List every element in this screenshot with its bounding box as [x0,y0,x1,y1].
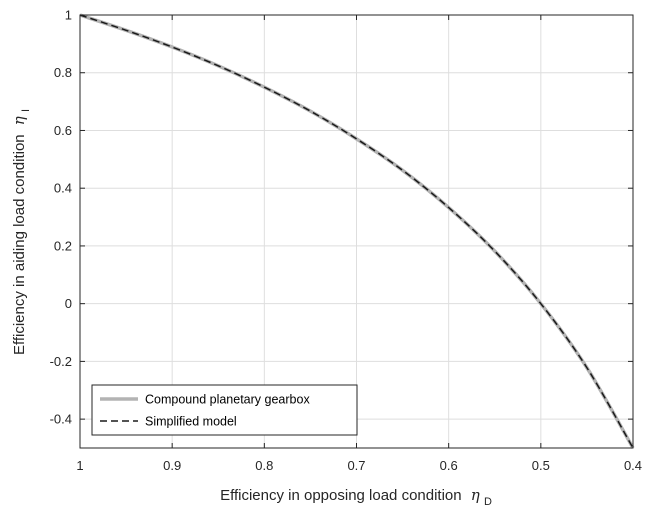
y-axis-label-symbol: η [10,116,28,125]
legend-label-compound-planetary-gearbox: Compound planetary gearbox [145,393,310,407]
y-tick-label: 0.6 [54,123,72,138]
y-tick-label: -0.4 [50,412,72,427]
x-tick-label: 0.5 [532,458,550,473]
y-tick-label: 0.8 [54,65,72,80]
x-axis-label: Efficiency in opposing load condition η … [220,486,492,508]
x-axis-label-subscript: D [484,496,492,508]
y-tick-label: -0.2 [50,354,72,369]
y-tick-label: 0.2 [54,238,72,253]
y-axis-label-subscript: I [20,109,32,112]
y-axis-label-text: Efficiency in aiding load condition [11,134,28,355]
y-tick-label: 0 [65,296,72,311]
x-tick-label: 0.9 [163,458,181,473]
legend-label-simplified-model: Simplified model [145,415,237,429]
axis-ticks: 1 0.9 0.8 0.7 0.6 0.5 0.4 -0.4 -0.2 0 0.2 0.4 0.6 0.8… [50,8,642,474]
y-axis-label: Efficiency in aiding load condition η I [10,109,32,355]
y-tick-label: 1 [65,8,72,23]
x-tick-label: 1 [76,458,83,473]
x-axis-label-symbol: η [471,486,480,504]
x-tick-label: 0.4 [624,458,642,473]
series-line-simplified-model [79,14,634,449]
legend: Compound planetary gearbox Simplified mo… [91,384,358,436]
x-axis-label-text: Efficiency in opposing load condition [220,487,462,504]
series-lines [79,13,635,449]
y-tick-label: 0.4 [54,181,72,196]
x-tick-label: 0.7 [347,458,365,473]
x-tick-label: 0.8 [255,458,273,473]
legend-box [91,384,358,436]
x-tick-label: 0.6 [440,458,458,473]
